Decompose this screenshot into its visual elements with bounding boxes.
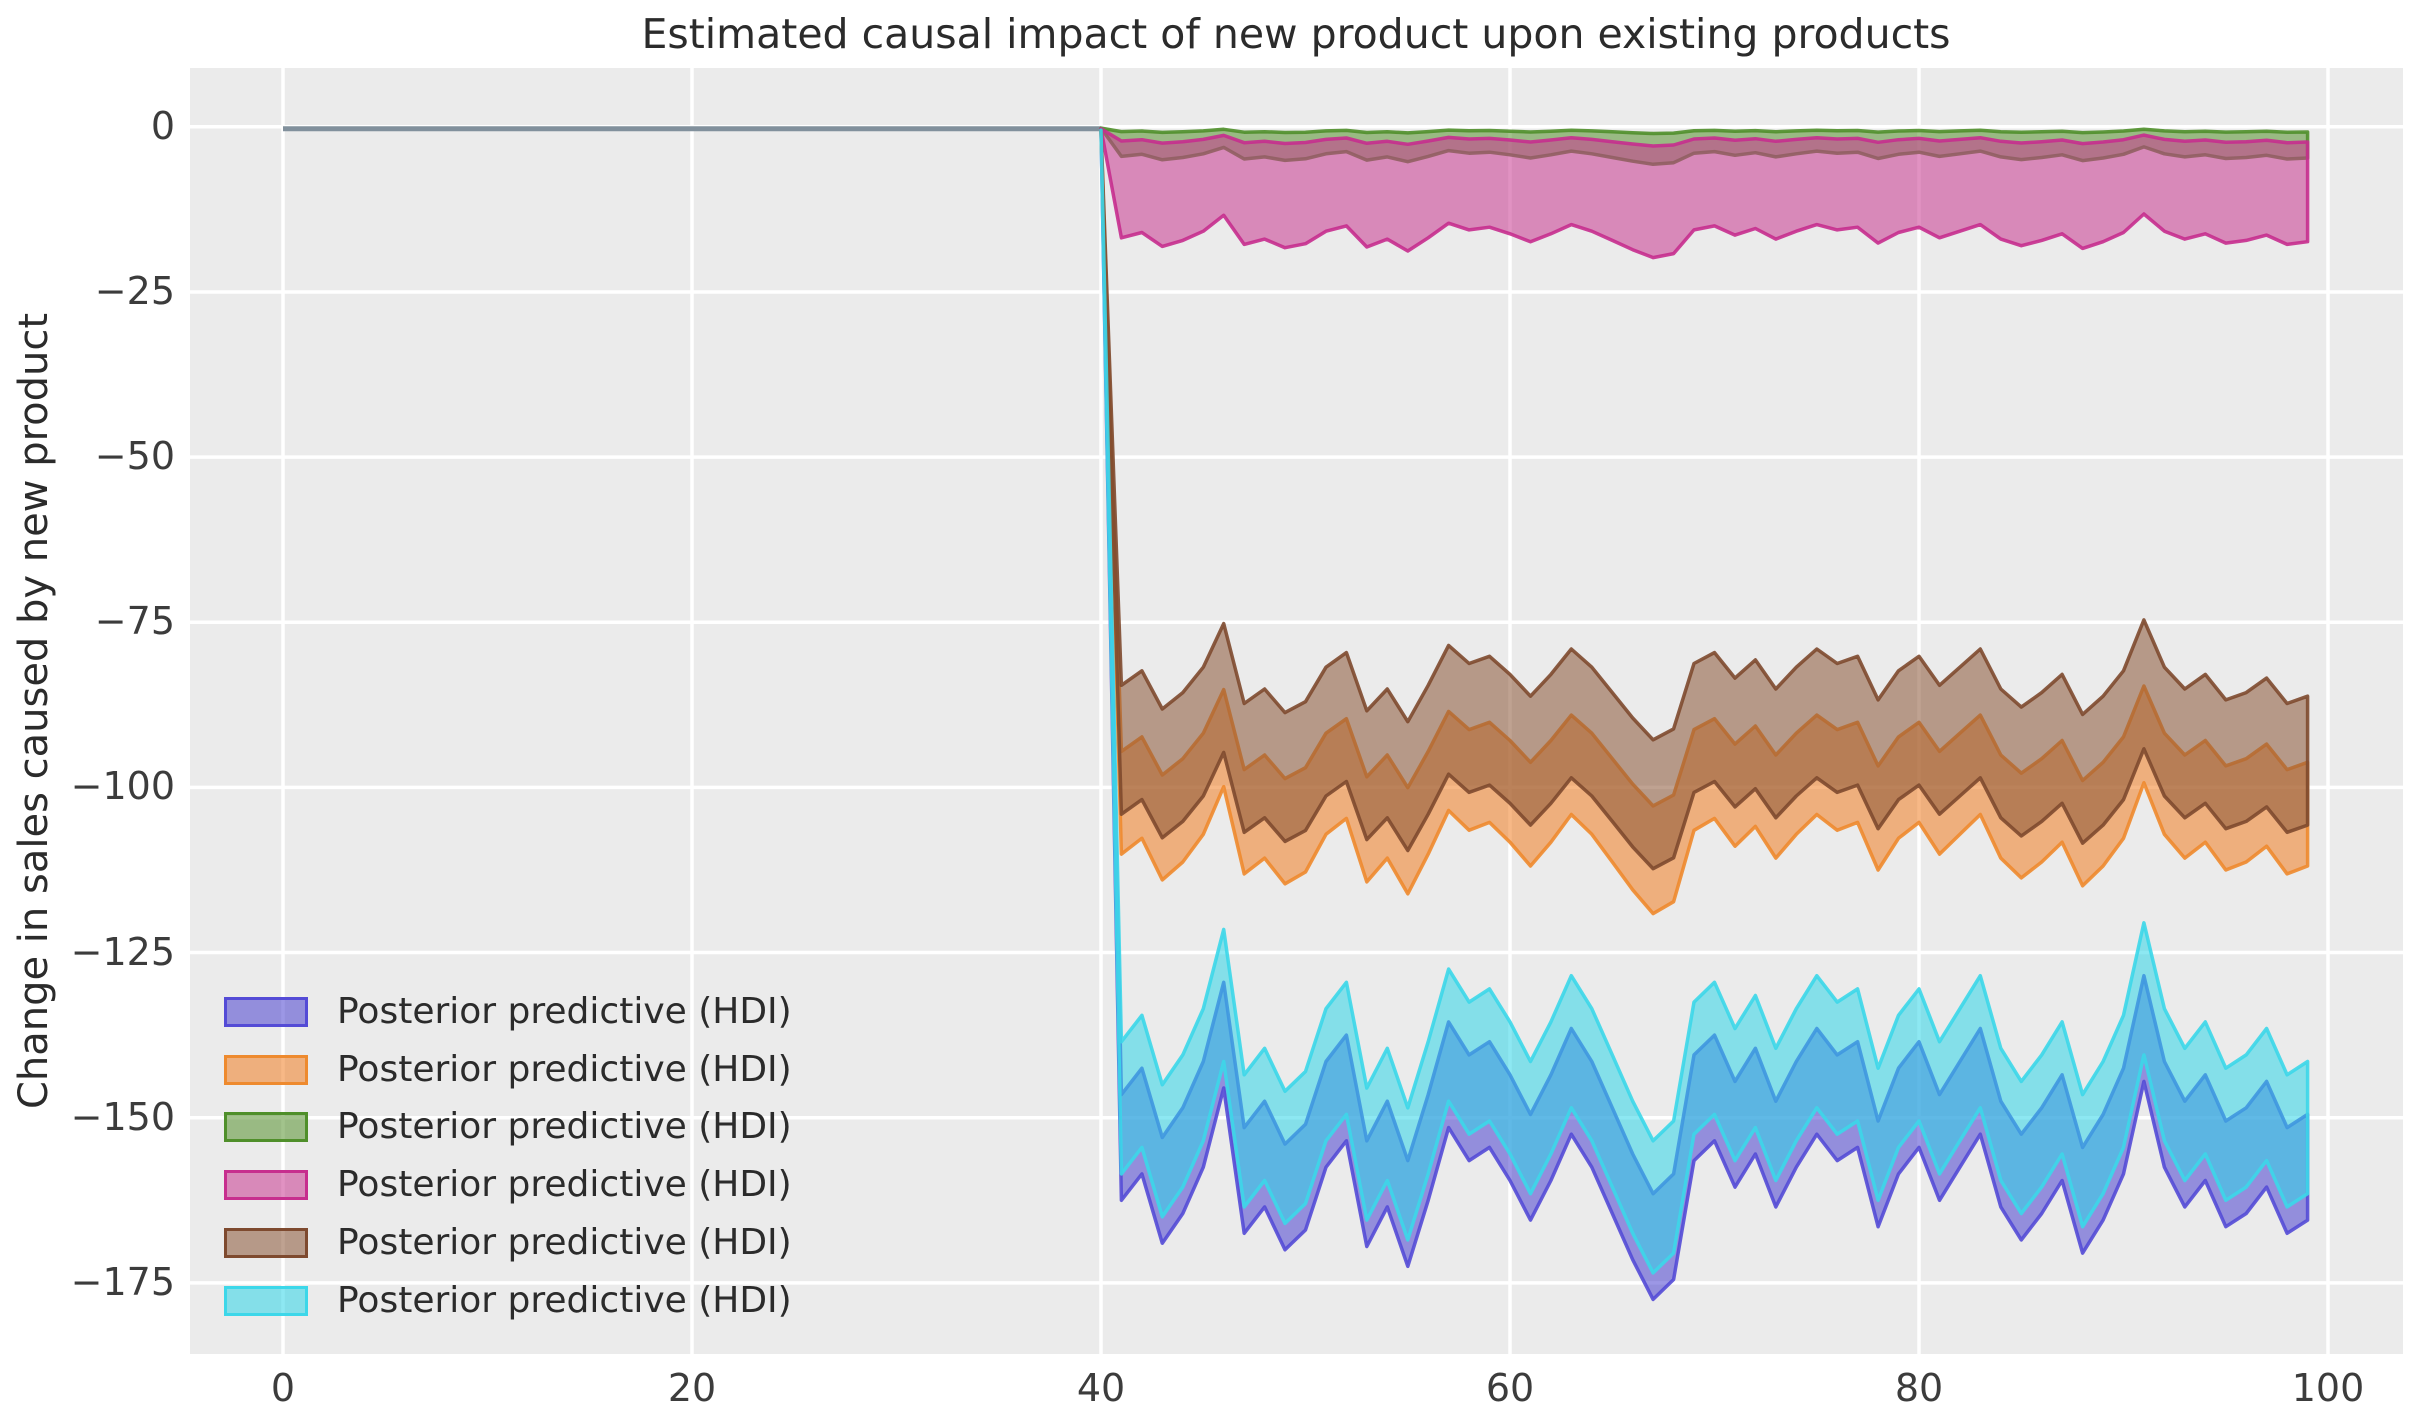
y-tick-label: −175 [70, 1259, 175, 1304]
legend-item: Posterior predictive (HDI) [224, 1164, 792, 1205]
legend-item-label: Posterior predictive (HDI) [337, 1106, 792, 1147]
legend-item-label: Posterior predictive (HDI) [337, 1280, 792, 1321]
chart-title: Estimated causal impact of new product u… [641, 10, 1951, 58]
x-tick-label: 80 [1894, 1366, 1944, 1410]
legend-item-label: Posterior predictive (HDI) [337, 1222, 792, 1263]
y-tick-label: −25 [94, 269, 175, 314]
hdi-band-cyan [1099, 128, 2310, 1275]
y-axis-label: Change in sales caused by new product [11, 312, 57, 1110]
y-tick-label: −50 [94, 434, 175, 479]
y-tick-label: −125 [70, 929, 175, 974]
legend-item-label: Posterior predictive (HDI) [337, 1164, 792, 1205]
x-tick-label: 20 [667, 1366, 717, 1410]
hdi-swatch-pink [224, 1170, 308, 1200]
legend-item-label: Posterior predictive (HDI) [337, 1049, 792, 1090]
y-tick-label: −100 [70, 764, 175, 809]
hdi-swatch-green [224, 1112, 308, 1142]
hdi-band-brown [1099, 128, 2310, 871]
legend-item: Posterior predictive (HDI) [224, 1049, 792, 1090]
legend-item-label: Posterior predictive (HDI) [337, 991, 792, 1032]
hdi-swatch-cyan [224, 1286, 308, 1316]
hdi-swatch-brown [224, 1228, 308, 1258]
x-tick-label: 0 [270, 1366, 296, 1410]
legend-item: Posterior predictive (HDI) [224, 1280, 792, 1321]
y-tick-label: −150 [70, 1094, 175, 1139]
legend-item: Posterior predictive (HDI) [224, 1106, 792, 1147]
legend-item: Posterior predictive (HDI) [224, 991, 792, 1032]
hdi-band-pink [1099, 127, 2310, 260]
y-tick-label: −75 [94, 599, 175, 644]
hdi-swatch-blue [224, 997, 308, 1027]
x-tick-label: 40 [1076, 1366, 1126, 1410]
hdi-swatch-orange [224, 1055, 308, 1085]
legend-item: Posterior predictive (HDI) [224, 1222, 792, 1263]
y-tick-label: 0 [150, 103, 175, 148]
x-tick-label: 60 [1485, 1366, 1535, 1410]
x-tick-label: 100 [2291, 1366, 2365, 1410]
